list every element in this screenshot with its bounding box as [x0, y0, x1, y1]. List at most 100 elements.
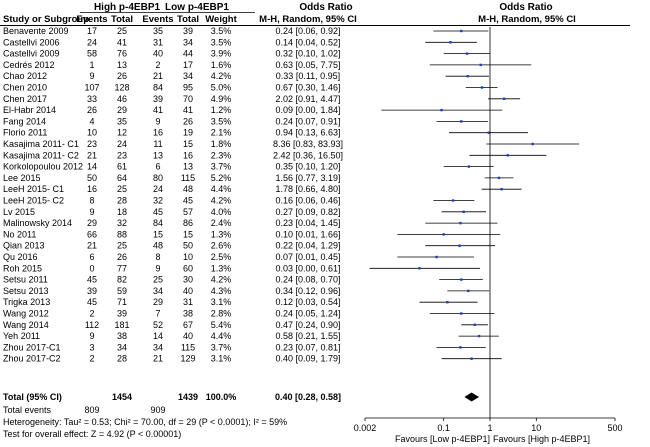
study-name: Zhou 2017-C1 — [3, 342, 61, 352]
total-weight: 100.0% — [206, 392, 237, 402]
events-high-value: 17 — [87, 26, 97, 36]
events-low-value: 13 — [153, 150, 163, 160]
study-name: Malinowsky 2014 — [3, 218, 72, 228]
weight-value: 4.3% — [211, 286, 232, 296]
weight-value: 3.5% — [211, 116, 232, 126]
point-estimate-marker — [465, 52, 469, 55]
total-high-value: 12 — [117, 128, 127, 138]
events-high-header: Events — [76, 14, 107, 25]
weight-value: 4.9% — [211, 94, 232, 104]
study-name: Castellvi 2009 — [3, 49, 60, 59]
events-low-value: 40 — [153, 49, 163, 59]
total-low-value: 48 — [183, 184, 193, 194]
weight-value: 4.2% — [211, 71, 232, 81]
point-estimate-marker — [460, 29, 463, 33]
pooled-estimate-diamond — [464, 392, 480, 402]
x-axis-tick-label: 0.002 — [354, 423, 377, 433]
weight-value: 2.1% — [211, 128, 232, 138]
point-estimate-marker — [440, 108, 443, 112]
point-estimate-marker — [497, 176, 501, 180]
weight-value: 1.2% — [211, 105, 232, 115]
events-high-value: 9 — [89, 71, 94, 81]
total-low-value: 26 — [183, 116, 193, 126]
study-name: Kasajima 2011- C2 — [3, 150, 79, 160]
total-high-value: 88 — [117, 229, 127, 239]
total-low-value: 15 — [183, 229, 193, 239]
point-estimate-marker — [531, 142, 534, 146]
odds-ratio-ci-value: 0.22 [0.04, 1.29] — [275, 241, 340, 251]
study-name: El-Habr 2014 — [3, 105, 56, 115]
events-high-value: 66 — [87, 229, 97, 239]
weight-value: 3.1% — [211, 354, 232, 364]
point-estimate-marker — [418, 267, 421, 270]
total-low-value: 44 — [183, 49, 193, 59]
study-name: LeeH 2015- C2 — [3, 196, 64, 206]
point-estimate-marker — [473, 323, 477, 326]
total-high-value: 38 — [117, 331, 127, 341]
x-axis-tick-label: 10 — [531, 423, 541, 433]
total-low-value: 10 — [183, 252, 193, 262]
events-low-value: 9 — [155, 116, 160, 126]
x-axis-tick-label: 500 — [607, 423, 622, 433]
odds-ratio-ci-value: 0.09 [0.00, 1.84] — [275, 105, 340, 115]
weight-value: 4.2% — [211, 275, 232, 285]
point-estimate-marker — [487, 131, 490, 134]
total-low-value: 40 — [183, 331, 193, 341]
odds-ratio-ci-value: 0.24 [0.08, 0.70] — [275, 275, 340, 285]
point-estimate-marker — [460, 278, 463, 281]
events-high-value: 45 — [87, 275, 97, 285]
point-estimate-marker — [459, 346, 462, 349]
odds-ratio-ci-value: 0.07 [0.01, 0.45] — [275, 252, 340, 262]
point-estimate-marker — [459, 221, 462, 225]
plot-title-header: Odds Ratio — [499, 2, 552, 13]
point-estimate-marker — [506, 154, 509, 157]
events-high-value: 8 — [89, 196, 94, 206]
events-low-value: 21 — [153, 354, 163, 364]
events-low-value: 41 — [153, 105, 163, 115]
total-high-value: 26 — [117, 252, 127, 262]
total-high-value: 25 — [117, 26, 127, 36]
total-high-value: 64 — [117, 173, 127, 183]
point-estimate-marker — [467, 165, 471, 168]
total-low-value: 31 — [183, 297, 193, 307]
weight-value: 4.0% — [211, 207, 232, 217]
odds-ratio-ci-value: 0.35 [0.10, 1.20] — [275, 162, 340, 172]
events-high-value: 4 — [89, 116, 94, 126]
events-high-value: 3 — [89, 342, 94, 352]
study-name: Cedrés 2012 — [3, 60, 55, 70]
total-high-value: 128 — [114, 83, 129, 93]
odds-ratio-ci-value: 0.24 [0.07, 0.91] — [275, 116, 340, 126]
events-high-value: 2 — [89, 354, 94, 364]
odds-ratio-ci-value: 0.47 [0.24, 0.90] — [275, 320, 340, 330]
total-low-value: 57 — [183, 207, 193, 217]
events-high-value: 0 — [89, 263, 94, 273]
point-estimate-marker — [449, 41, 452, 44]
odds-ratio-ci-value: 0.63 [0.05, 7.75] — [275, 60, 340, 70]
total-low-value: 17 — [183, 60, 193, 70]
events-high-value: 21 — [87, 150, 97, 160]
total-high-value: 46 — [117, 94, 127, 104]
total-high-value: 32 — [117, 218, 127, 228]
total-low-value: 70 — [183, 94, 193, 104]
events-low-value: 14 — [153, 331, 163, 341]
heterogeneity-stats: Heterogeneity: Tau² = 0.53; Chi² = 70.00… — [3, 417, 287, 427]
events-low-value: 21 — [153, 71, 163, 81]
point-estimate-marker — [467, 289, 470, 293]
total-high-value: 82 — [117, 275, 127, 285]
odds-ratio-ci-value: 0.14 [0.04, 0.52] — [275, 37, 340, 47]
weight-value: 5.4% — [211, 320, 232, 330]
events-low-value: 80 — [153, 173, 163, 183]
total-high-value: 25 — [117, 184, 127, 194]
weight-value: 4.4% — [211, 184, 232, 194]
weight-value: 4.2% — [211, 196, 232, 206]
point-estimate-marker — [500, 188, 503, 191]
group-low-header: Low p-4EBP1 — [165, 2, 229, 13]
total-low-value: 60 — [183, 263, 193, 273]
events-low-value: 39 — [153, 94, 163, 104]
study-name: Yeh 2011 — [3, 331, 40, 341]
study-column-header: Study or Subgroup — [3, 14, 89, 25]
odds-ratio-ci-value: 0.58 [0.21, 1.55] — [275, 331, 340, 341]
point-estimate-marker — [460, 120, 463, 123]
total-low-value: 16 — [183, 150, 193, 160]
